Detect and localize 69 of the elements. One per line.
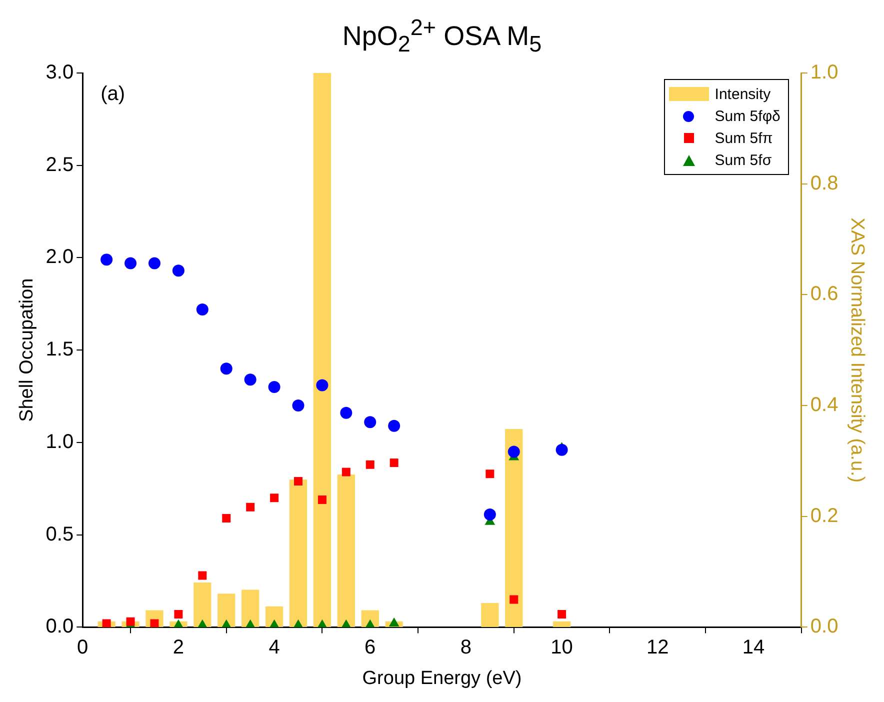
point [100,254,113,266]
x-tick-label: 10 [550,636,573,659]
point [558,610,566,619]
point [244,374,256,386]
y-tick-label: 0.0 [46,616,74,638]
point [342,468,350,476]
x-tick-label: 12 [646,636,669,659]
point [340,406,352,419]
bar [337,474,355,628]
point [508,446,520,458]
point [174,610,183,619]
y-tick-label: 1.0 [46,430,74,453]
y-tick-label: 2.0 [46,246,74,268]
point [222,514,231,522]
y-tick-label: 0.5 [46,523,74,546]
point [366,460,374,469]
legend-label: Sum 5fφδ [714,108,780,124]
point [196,303,208,316]
point [294,477,302,486]
point [388,420,400,432]
bar [194,582,212,628]
point [220,362,232,375]
point [556,444,568,456]
bar [218,594,236,628]
x-tick-label: 8 [460,636,472,659]
point [268,381,280,394]
point [198,571,207,580]
x-tick-label: 6 [364,636,376,659]
legend-label: Sum 5fπ [714,130,773,146]
y2-tick-label: 0.4 [810,394,838,416]
point [318,495,326,504]
y-tick-label: 3.0 [46,62,74,84]
point [316,379,328,392]
legend-label: Intensity [714,86,771,102]
annotation: (a) [100,83,126,106]
y-tick-label: 2.5 [46,154,74,176]
y2-tick-label: 1.0 [810,62,838,84]
point [148,257,160,270]
point [390,458,398,468]
point [246,502,255,512]
point [270,494,279,502]
y2-axis-title: XAS Normalized Intensity (a.u.) [846,218,868,483]
point [484,508,496,521]
bar [289,479,308,628]
x-tick-label: 2 [172,636,184,659]
y2-tick-label: 0.6 [810,283,838,306]
point [364,416,376,428]
bar [505,429,523,628]
y-axis-title: Shell Occupation [16,278,38,422]
legend-label: Sum 5fσ [714,152,772,168]
bar [552,621,571,628]
x-tick-label: 4 [268,636,280,659]
y-tick-label: 1.5 [46,338,74,361]
bar [313,73,332,628]
y2-tick-label: 0.2 [810,504,838,527]
chart-title: NpO$_{2}$$^{2+}$ OSA M$_{5}$ [341,14,543,58]
y2-tick-label: 0.8 [810,172,838,194]
bar [481,603,499,628]
point [292,400,304,412]
x-tick-label: 14 [742,636,765,659]
bar [241,590,260,628]
x-tick-label: 0 [77,636,88,659]
y2-tick-label: 0.0 [810,616,838,638]
point [172,264,184,277]
x-axis-title: Group Energy (eV) [362,668,522,689]
point [510,595,518,604]
point [124,257,137,270]
point [388,618,400,627]
point [486,470,494,478]
